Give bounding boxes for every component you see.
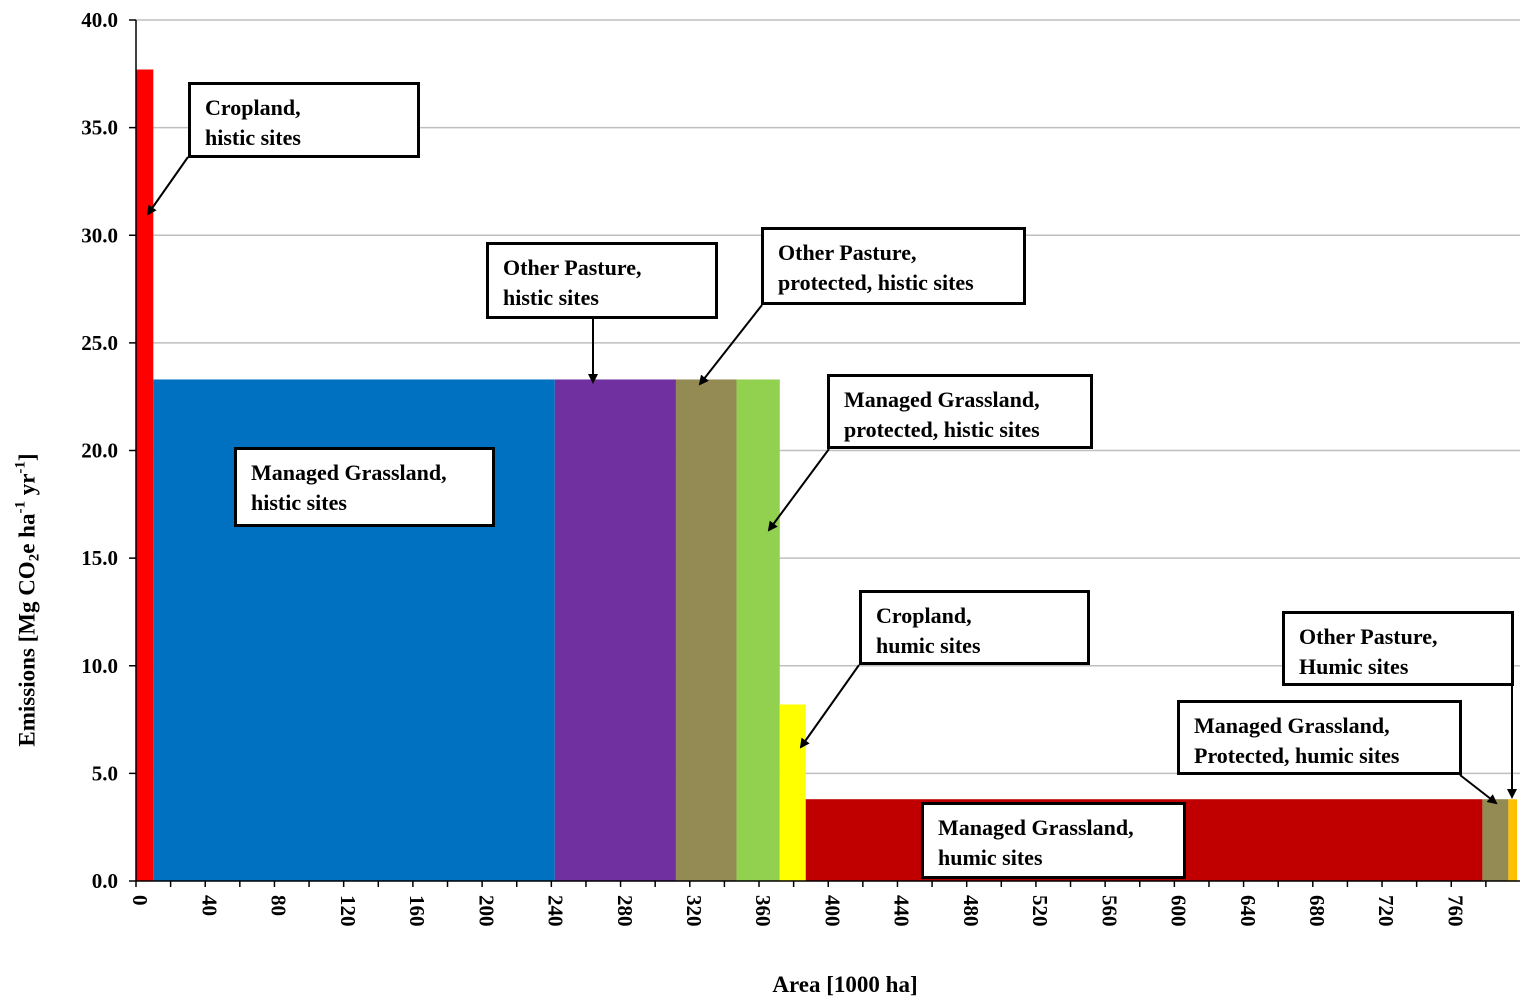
callout-line: Managed Grassland, bbox=[1194, 713, 1390, 738]
y-tick-label: 20.0 bbox=[81, 439, 118, 463]
bar bbox=[779, 704, 806, 881]
y-tick-label: 5.0 bbox=[92, 761, 118, 785]
axes bbox=[129, 19, 1520, 887]
callout-arrow bbox=[799, 664, 860, 749]
callout-line: Cropland, bbox=[205, 95, 301, 120]
y-tick-label: 30.0 bbox=[81, 223, 118, 247]
y-tick-label: 35.0 bbox=[81, 116, 118, 140]
x-tick-label: 600 bbox=[1167, 895, 1191, 927]
callout-other-pasture-histic: Other Pasture, histic sites bbox=[486, 242, 718, 319]
callout-line: Cropland, bbox=[876, 603, 972, 628]
callout-line: humic sites bbox=[938, 845, 1043, 870]
bar bbox=[1508, 799, 1518, 881]
bar bbox=[736, 379, 780, 881]
x-tick-label: 80 bbox=[267, 895, 291, 916]
x-tick-labels: 0 40 80 120 160 200 240 280 320 360 400 440 480 520 56… bbox=[128, 895, 1467, 927]
callout-line: histic sites bbox=[251, 490, 347, 515]
callout-arrow bbox=[1459, 774, 1498, 805]
y-tick-label: 0.0 bbox=[92, 869, 118, 893]
x-tick-label: 320 bbox=[682, 895, 706, 927]
callout-cropland-humic: Cropland, humic sites bbox=[859, 590, 1090, 665]
callout-arrow bbox=[698, 304, 763, 386]
callout-line: Other Pasture, bbox=[778, 240, 917, 265]
bar bbox=[554, 379, 676, 881]
callout-line: Managed Grassland, bbox=[844, 387, 1040, 412]
callout-arrow bbox=[146, 156, 189, 216]
x-tick-label: 120 bbox=[336, 895, 360, 927]
x-tick-label: 680 bbox=[1305, 895, 1329, 927]
callout-other-pasture-protected-histic: Other Pasture, protected, histic sites bbox=[761, 227, 1026, 305]
y-tick-label: 10.0 bbox=[81, 654, 118, 678]
x-axis-title: Area [1000 ha] bbox=[772, 972, 918, 997]
x-tick-label: 560 bbox=[1097, 895, 1121, 927]
x-tick-label: 280 bbox=[613, 895, 637, 927]
bar bbox=[675, 379, 737, 881]
callout-line: histic sites bbox=[205, 125, 301, 150]
x-tick-label: 440 bbox=[890, 895, 914, 927]
callout-line: Humic sites bbox=[1299, 654, 1409, 679]
x-tick-label: 520 bbox=[1028, 895, 1052, 927]
callout-cropland-histic: Cropland, histic sites bbox=[188, 82, 420, 158]
callout-managed-grassland-protected-histic: Managed Grassland, protected, histic sit… bbox=[827, 374, 1093, 449]
y-tick-label: 25.0 bbox=[81, 331, 118, 355]
x-tick-label: 480 bbox=[959, 895, 983, 927]
x-tick-label: 760 bbox=[1443, 895, 1467, 927]
callout-other-pasture-humic: Other Pasture, Humic sites bbox=[1282, 611, 1514, 686]
callout-line: protected, histic sites bbox=[778, 270, 974, 295]
bar bbox=[136, 69, 154, 881]
bar bbox=[1482, 799, 1509, 881]
x-tick-label: 360 bbox=[751, 895, 775, 927]
x-tick-label: 0 bbox=[128, 895, 152, 906]
x-tick-label: 400 bbox=[820, 895, 844, 927]
x-tick-label: 720 bbox=[1374, 895, 1398, 927]
y-tick-label: 15.0 bbox=[81, 546, 118, 570]
x-tick-label: 640 bbox=[1236, 895, 1260, 927]
y-tick-label: 40.0 bbox=[81, 8, 118, 32]
callout-managed-grassland-protected-humic: Managed Grassland, Protected, humic site… bbox=[1177, 700, 1462, 775]
callout-line: Other Pasture, bbox=[503, 255, 642, 280]
y-tick-labels: 0.0 5.0 10.0 15.0 20.0 25.0 30.0 35.0 40.0 bbox=[81, 8, 118, 893]
callout-line: Managed Grassland, bbox=[938, 815, 1134, 840]
callout-arrow bbox=[767, 448, 830, 532]
callout-line: protected, histic sites bbox=[844, 417, 1040, 442]
callout-managed-grassland-histic: Managed Grassland, histic sites bbox=[234, 447, 495, 527]
x-tick-label: 40 bbox=[197, 895, 221, 916]
callout-arrows bbox=[146, 156, 1517, 805]
callout-line: humic sites bbox=[876, 633, 981, 658]
x-tick-label: 200 bbox=[474, 895, 498, 927]
callout-line: histic sites bbox=[503, 285, 599, 310]
x-tick-label: 160 bbox=[405, 895, 429, 927]
callout-line: Managed Grassland, bbox=[251, 460, 447, 485]
callout-line: Protected, humic sites bbox=[1194, 743, 1400, 768]
x-tick-label: 240 bbox=[544, 895, 568, 927]
callout-line: Other Pasture, bbox=[1299, 624, 1438, 649]
y-axis-title: Emissions [Mg CO2e ha-1 yr-1] bbox=[12, 453, 43, 747]
callout-managed-grassland-humic: Managed Grassland, humic sites bbox=[921, 802, 1186, 879]
